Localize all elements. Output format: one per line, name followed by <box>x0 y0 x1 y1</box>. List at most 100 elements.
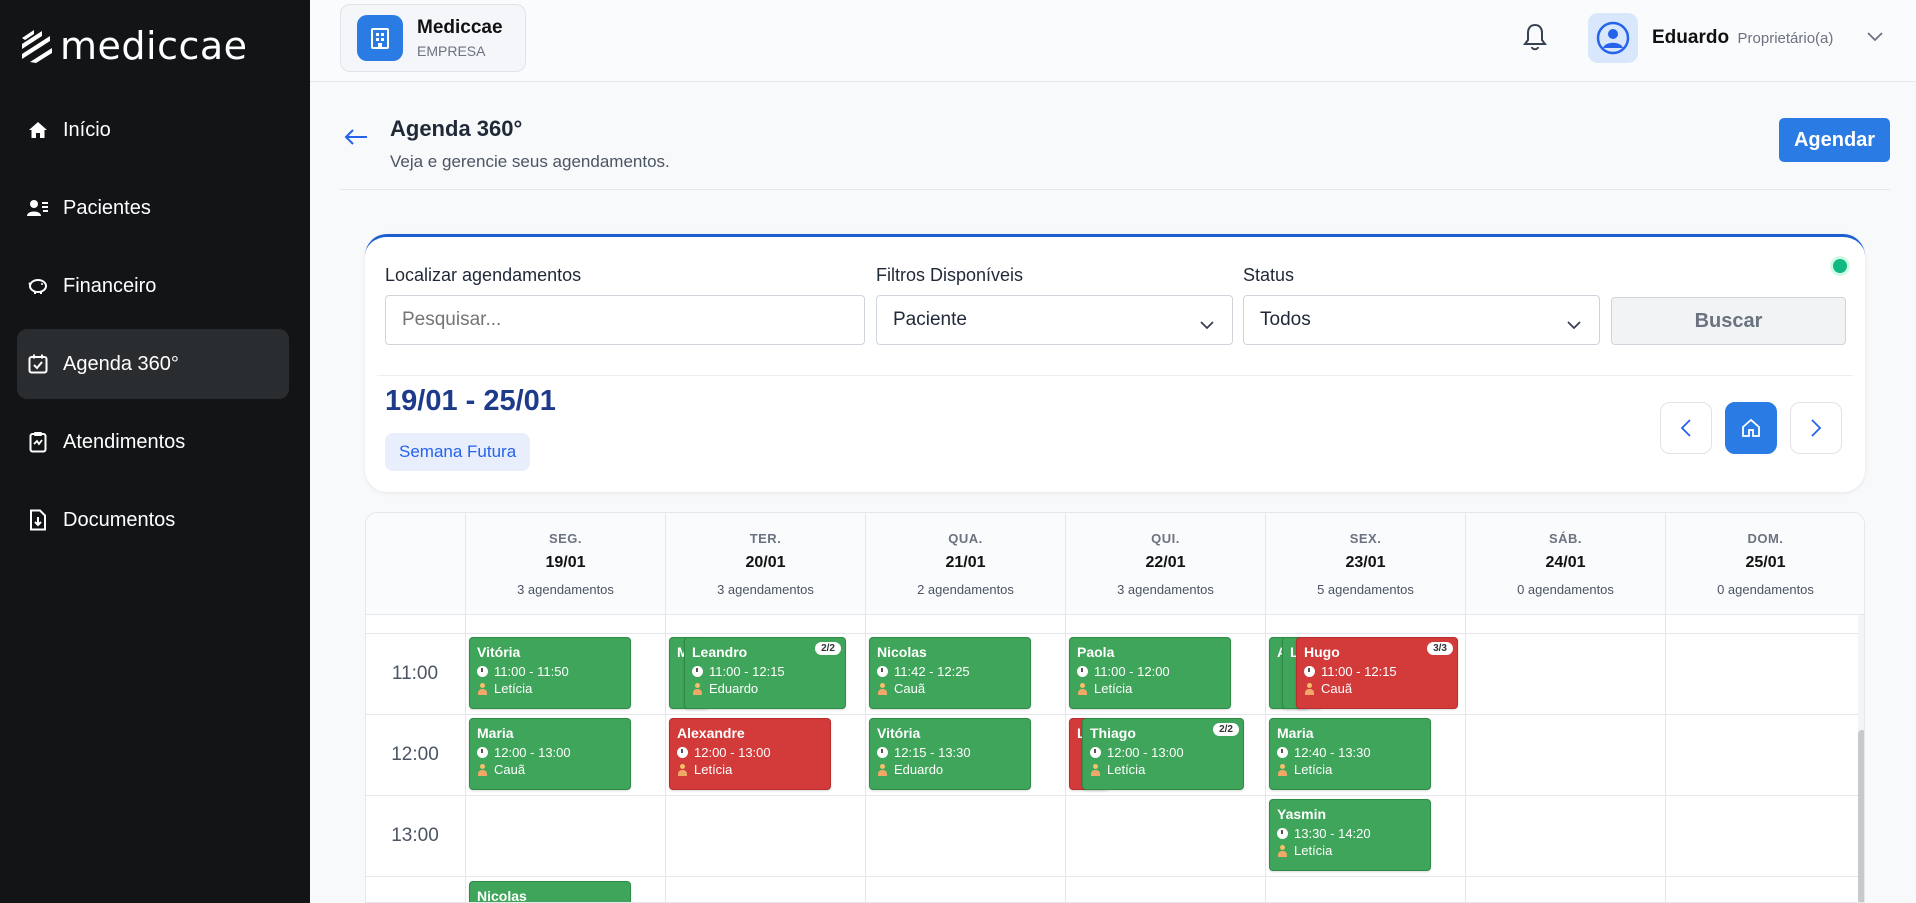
calendar-header: SEG. 19/01 3 agendamentos TER. 20/01 3 a… <box>366 513 1864 615</box>
day-header-qua[interactable]: QUA. 21/01 2 agendamentos <box>865 513 1065 615</box>
buscar-button[interactable]: Buscar <box>1611 297 1846 345</box>
sidebar-item-documentos[interactable]: Documentos <box>17 485 289 555</box>
logo[interactable]: mediccae <box>20 24 248 68</box>
appointment-patient: Yasmin <box>1277 806 1327 822</box>
user-menu[interactable]: Eduardo Proprietário(a) <box>1588 13 1884 63</box>
next-week-button[interactable] <box>1790 402 1842 454</box>
appointment-patient: Thiago <box>1090 725 1136 741</box>
professional-icon <box>692 682 703 695</box>
clock-icon <box>877 666 888 677</box>
current-week-button[interactable] <box>1725 402 1777 454</box>
appointment-patient: Leandro <box>692 644 748 660</box>
professional-icon <box>1304 682 1315 695</box>
chevron-down-icon <box>1200 314 1214 336</box>
filter-card: Localizar agendamentos Filtros Disponíve… <box>365 234 1865 492</box>
appointment-card[interactable]: Vitória 11:00 - 11:50 Letícia <box>469 637 631 709</box>
divider <box>377 375 1853 376</box>
day-gridline <box>1265 615 1266 902</box>
appointment-professional: Letícia <box>494 681 533 696</box>
appointment-card[interactable]: Vitória 12:15 - 13:30 Eduardo <box>869 718 1031 790</box>
professional-icon <box>877 682 888 695</box>
company-selector[interactable]: Mediccae EMPRESA <box>340 4 526 72</box>
filter-label: Filtros Disponíveis <box>876 265 1024 285</box>
sidebar-item-atendimentos[interactable]: Atendimentos <box>17 407 289 477</box>
appointment-professional: Eduardo <box>894 762 944 777</box>
appointment-card[interactable]: Yasmin 13:30 - 14:20 Letícia <box>1269 799 1431 871</box>
calendar-check-icon <box>27 353 49 375</box>
sidebar-item-pacientes[interactable]: Pacientes <box>17 173 289 243</box>
search-input[interactable] <box>385 295 865 345</box>
day-header-sex[interactable]: SEX. 23/01 5 agendamentos <box>1265 513 1465 615</box>
professional-icon <box>477 763 488 776</box>
appointment-card[interactable]: Maria 12:40 - 13:30 Letícia <box>1269 718 1431 790</box>
day-header-dom[interactable]: DOM. 25/01 0 agendamentos <box>1665 513 1864 615</box>
day-count: 0 agendamentos <box>1717 582 1814 597</box>
sidebar-item-label: Documentos <box>63 508 176 531</box>
appointment-patient: Nicolas <box>877 644 927 660</box>
user-name: Eduardo <box>1652 27 1730 48</box>
day-count: 2 agendamentos <box>917 582 1014 597</box>
sidebar-item-financeiro[interactable]: Financeiro <box>17 251 289 321</box>
sidebar-item-inicio[interactable]: Início <box>17 95 289 165</box>
back-arrow-icon[interactable] <box>344 128 368 151</box>
professional-icon <box>1077 682 1088 695</box>
status-select[interactable]: Todos <box>1243 295 1600 345</box>
day-header-ter[interactable]: TER. 20/01 3 agendamentos <box>665 513 865 615</box>
filter-select[interactable]: Paciente <box>876 295 1233 345</box>
clock-icon <box>1277 828 1288 839</box>
sidebar-item-label: Agenda 360° <box>63 352 179 375</box>
appointment-card[interactable]: Paola 11:00 - 12:00 Letícia <box>1069 637 1231 709</box>
hour-gridline <box>366 876 1858 877</box>
day-date: 24/01 <box>1545 554 1586 571</box>
appointment-professional: Eduardo <box>709 681 759 696</box>
clock-icon <box>677 747 688 758</box>
professional-icon <box>1277 763 1288 776</box>
notifications-bell-icon[interactable] <box>1522 22 1548 57</box>
appointment-card[interactable]: Maria 12:00 - 13:00 Cauã <box>469 718 631 790</box>
day-name: TER. <box>749 531 782 546</box>
user-role: Proprietário(a) <box>1737 30 1834 47</box>
day-date: 19/01 <box>545 554 586 571</box>
appointment-professional: Cauã <box>494 762 526 777</box>
appointment-card[interactable]: Alexandre 12:00 - 13:00 Letícia <box>669 718 831 790</box>
sidebar-item-agenda[interactable]: Agenda 360° <box>17 329 289 399</box>
day-header-sab[interactable]: SÁB. 24/01 0 agendamentos <box>1465 513 1665 615</box>
hour-gridline <box>366 795 1858 796</box>
appointment-time: 11:00 - 12:15 <box>709 664 785 679</box>
appointment-card[interactable]: Nicolas 11:42 - 12:25 Cauã <box>869 637 1031 709</box>
hour-label: 13:00 <box>391 825 439 846</box>
patients-icon <box>27 197 49 219</box>
day-date: 21/01 <box>945 554 986 571</box>
week-calendar: SEG. 19/01 3 agendamentos TER. 20/01 3 a… <box>365 512 1865 903</box>
appointment-card[interactable]: Leandro 11:00 - 12:15 Eduardo 2/2 <box>684 637 846 709</box>
status-select-value: Todos <box>1260 309 1311 330</box>
professional-icon <box>677 763 688 776</box>
previous-week-button[interactable] <box>1660 402 1712 454</box>
appointment-card[interactable]: Thiago 12:00 - 13:00 Letícia 2/2 <box>1082 718 1244 790</box>
calendar-scrollbar-thumb[interactable] <box>1858 730 1864 902</box>
appointment-card[interactable]: Hugo 11:00 - 12:15 Cauã 3/3 <box>1296 637 1458 709</box>
day-header-qui[interactable]: QUI. 22/01 3 agendamentos <box>1065 513 1265 615</box>
hour-gridline <box>366 714 1858 715</box>
day-header-seg[interactable]: SEG. 19/01 3 agendamentos <box>465 513 665 615</box>
appointment-professional: Cauã <box>894 681 926 696</box>
day-name: DOM. <box>1747 531 1784 546</box>
appointment-professional: Letícia <box>1294 843 1333 858</box>
clock-icon <box>477 747 488 758</box>
mediccae-logo-icon <box>22 30 52 63</box>
user-circle-icon <box>1596 21 1630 55</box>
hour-label: 12:00 <box>391 744 439 765</box>
clock-icon <box>1304 666 1315 677</box>
appointment-patient: Alexandre <box>677 725 745 741</box>
appointment-patient: Paola <box>1077 644 1115 660</box>
appointment-professional: Cauã <box>1321 681 1353 696</box>
appointment-time: 11:00 - 12:00 <box>1094 664 1170 679</box>
day-name: SEX. <box>1349 531 1382 546</box>
appointment-time: 12:15 - 13:30 <box>894 745 971 760</box>
day-name: QUI. <box>1151 531 1180 546</box>
appointment-card[interactable]: Nicolas <box>469 881 631 902</box>
overlap-badge: 3/3 <box>1427 642 1453 655</box>
chevron-down-icon[interactable] <box>1867 29 1884 47</box>
agendar-button[interactable]: Agendar <box>1779 118 1890 162</box>
clock-icon <box>1077 666 1088 677</box>
